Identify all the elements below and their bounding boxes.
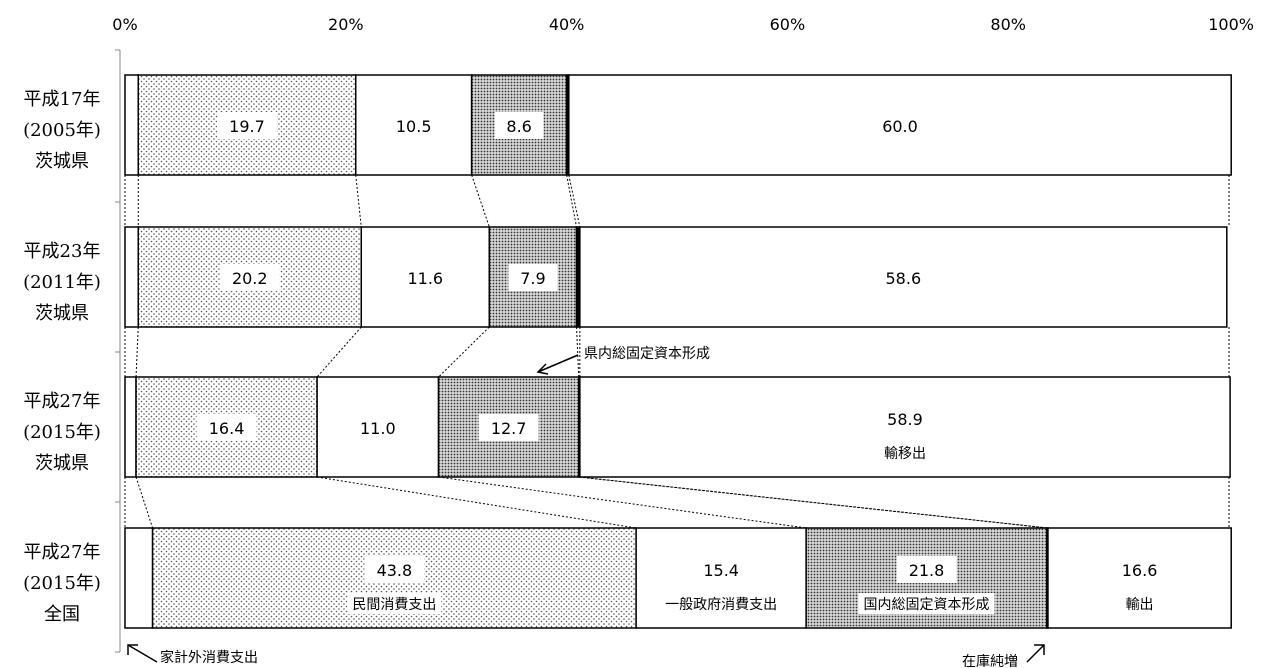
segment-name-label: 一般政府消費支出	[665, 597, 777, 613]
kengai-annotation: 家計外消費支出	[160, 649, 258, 666]
data-label: 12.7	[491, 419, 527, 438]
category-label: 全国	[44, 604, 80, 625]
segment-name-label: 国内総固定資本形成	[864, 597, 990, 613]
category-label: 茨城県	[35, 151, 89, 172]
data-label: 11.6	[407, 269, 443, 288]
data-label-bg	[216, 112, 277, 139]
data-label-bg	[508, 264, 558, 291]
category-label: (2015年)	[23, 422, 101, 443]
bar-segment	[354, 74, 473, 176]
annotation-layer: 家計外消費支出 県内総固定資本形成 在庫純増	[127, 346, 1045, 668]
data-label: 60.0	[882, 117, 918, 136]
segment-name-label: 輸移出	[884, 446, 926, 462]
bar-segment	[1047, 527, 1232, 629]
zaiko-annotation: 在庫純増	[962, 653, 1018, 668]
data-label: 8.6	[506, 117, 531, 136]
connector-line	[438, 326, 490, 378]
bar-segment	[360, 226, 491, 328]
data-label: 15.4	[703, 561, 739, 580]
category-label: 平成17年	[24, 89, 101, 110]
connector-line	[576, 326, 580, 378]
connector-line	[566, 174, 578, 228]
data-label: 43.8	[377, 561, 413, 580]
connector-layer	[124, 174, 1230, 529]
bar-segment	[124, 74, 139, 176]
segment-name-bg	[347, 593, 442, 614]
connector-line	[471, 174, 490, 228]
bar-layer	[124, 74, 1232, 629]
category-label: 茨城県	[35, 453, 89, 474]
data-label: 11.0	[360, 419, 396, 438]
data-label: 16.6	[1122, 561, 1158, 580]
x-tick-label: 40%	[549, 15, 585, 34]
bar-segment	[124, 527, 154, 629]
category-label: 平成27年	[24, 391, 101, 412]
connector-line	[355, 174, 362, 228]
category-label: (2011年)	[23, 272, 101, 293]
kennai-arrow-head	[536, 363, 549, 375]
x-tick-label: 0%	[112, 15, 137, 34]
kennai-annotation: 県内総固定資本形成	[584, 346, 710, 362]
connector-line	[568, 174, 581, 228]
category-label: 茨城県	[35, 303, 89, 324]
connector-line	[135, 476, 154, 529]
connector-line	[316, 326, 362, 378]
kengai-arrow-line	[127, 644, 158, 663]
data-label: 58.6	[886, 269, 922, 288]
zaiko-arrow-head	[1034, 644, 1045, 655]
data-label-bg	[196, 414, 257, 441]
connector-line	[579, 476, 1048, 529]
data-label: 58.9	[887, 410, 923, 429]
bar-segment	[568, 74, 1232, 176]
data-label: 21.8	[909, 561, 945, 580]
category-label: 平成23年	[24, 241, 101, 262]
segment-name-bg	[858, 593, 995, 614]
connector-line	[135, 326, 139, 378]
data-label: 16.4	[209, 419, 245, 438]
x-tick-label: 20%	[328, 15, 364, 34]
x-tick-label: 100%	[1208, 15, 1254, 34]
category-label: 平成27年	[24, 542, 101, 563]
data-label: 20.2	[232, 269, 268, 288]
data-label: 7.9	[520, 269, 545, 288]
data-label-bg	[364, 556, 425, 583]
data-label: 10.5	[396, 117, 432, 136]
category-label: (2015年)	[23, 573, 101, 594]
axis-layer: 0% 20% 40% 60% 80% 100%	[112, 15, 1254, 653]
zaiko-arrow-line	[1026, 644, 1045, 663]
label-layer: 平成17年 (2005年) 茨城県 19.7 10.5 8.6 60.0 平成23年 (2011…	[23, 89, 1157, 625]
segment-name-label: 民間消費支出	[352, 597, 436, 613]
bar-segment	[124, 376, 137, 478]
x-tick-label: 80%	[990, 15, 1026, 34]
connector-line	[438, 476, 807, 529]
data-label-bg	[896, 556, 957, 583]
kennai-arrow-line	[537, 354, 579, 373]
x-tick-label: 60%	[770, 15, 806, 34]
bar-segment	[316, 376, 440, 478]
kengai-arrow-head	[127, 644, 138, 655]
data-label-bg	[219, 264, 280, 291]
bar-segment	[635, 527, 807, 629]
bar-segment	[124, 226, 139, 328]
data-label-bg	[494, 112, 544, 139]
bar-segment	[579, 226, 1228, 328]
connector-line	[578, 476, 1047, 529]
connector-line	[317, 476, 637, 529]
bar-segment	[579, 376, 1231, 478]
data-label-bg	[478, 414, 539, 441]
category-label: (2005年)	[23, 120, 101, 141]
segment-name-label: 輸出	[1126, 597, 1154, 613]
data-label: 19.7	[229, 117, 265, 136]
